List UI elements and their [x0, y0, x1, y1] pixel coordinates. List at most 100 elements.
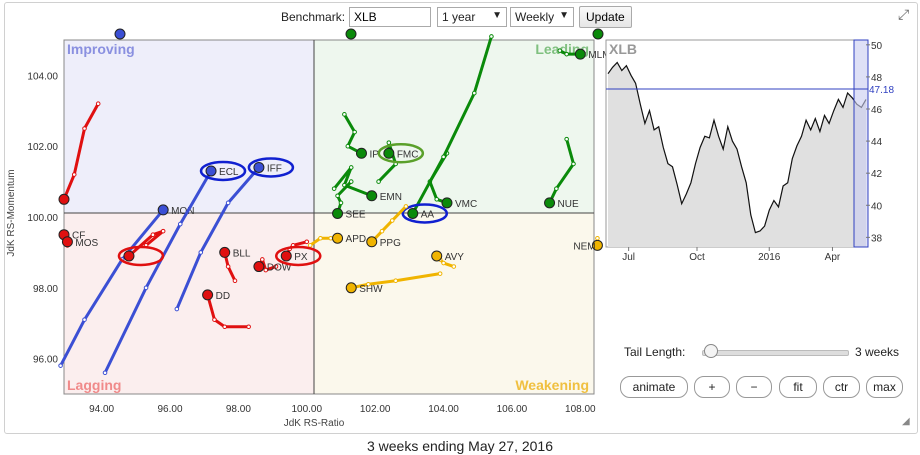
- head-marker[interactable]: [366, 190, 378, 202]
- tail-point: [82, 126, 87, 131]
- head-marker[interactable]: [202, 289, 214, 301]
- tail-length-slider-track[interactable]: [702, 350, 849, 356]
- tail-point: [331, 186, 337, 191]
- tail-shw[interactable]: SHW: [345, 271, 443, 295]
- tail-ip[interactable]: IP: [342, 112, 380, 161]
- tail-mos[interactable]: MOS: [61, 236, 99, 249]
- tail-unnamed[interactable]: [58, 101, 101, 205]
- tail-ppg[interactable]: PPG: [366, 204, 409, 249]
- frequency-select[interactable]: Weekly ▼: [510, 7, 574, 27]
- tail-px[interactable]: PX: [275, 239, 322, 267]
- tail-dd[interactable]: DD: [202, 289, 251, 330]
- expand-icon[interactable]: ⤢: [898, 6, 910, 22]
- tail-avy[interactable]: AVY: [431, 250, 465, 269]
- head-marker[interactable]: [123, 250, 135, 262]
- tail-point: [143, 285, 149, 291]
- animate-button[interactable]: animate: [620, 376, 688, 398]
- head-marker[interactable]: [253, 261, 265, 273]
- tail-point: [150, 232, 156, 237]
- price-y-tick-label: 40: [871, 201, 883, 212]
- head-marker[interactable]: [332, 207, 344, 219]
- tail-fmc[interactable]: FMC: [376, 140, 425, 184]
- symbol-label: DD: [216, 291, 230, 302]
- tail-mlm[interactable]: MLM: [557, 48, 611, 61]
- head-marker[interactable]: [574, 48, 586, 60]
- tail-line: [127, 229, 165, 258]
- tail-nue[interactable]: NUE: [544, 136, 579, 210]
- tail-point: [571, 161, 576, 167]
- frequency-value: Weekly: [515, 10, 555, 24]
- tail-point: [348, 165, 354, 170]
- tail-point: [554, 186, 559, 191]
- resize-handle-icon[interactable]: ◢: [902, 416, 910, 427]
- tail-line: [175, 165, 261, 311]
- tail-point: [489, 34, 494, 39]
- symbol-label: MLM: [588, 50, 610, 61]
- tail-point: [263, 267, 269, 273]
- head-marker[interactable]: [407, 207, 419, 219]
- tail-see[interactable]: SEE: [332, 179, 366, 221]
- head-marker[interactable]: [355, 147, 367, 159]
- tail-line: [332, 165, 374, 198]
- max-button[interactable]: max: [866, 376, 903, 398]
- update-button[interactable]: Update: [579, 6, 632, 28]
- tail-line: [548, 137, 575, 205]
- price-y-tick-label: 42: [871, 169, 883, 180]
- tail-point: [71, 172, 77, 177]
- tail-line: [370, 204, 408, 244]
- center-button[interactable]: ctr: [823, 376, 860, 398]
- tail-aa[interactable]: AA: [401, 34, 494, 224]
- head-marker[interactable]: [544, 197, 556, 209]
- price-y-tick-label: 50: [871, 41, 883, 52]
- head-marker[interactable]: [366, 236, 378, 248]
- head-marker[interactable]: [157, 204, 169, 216]
- head-marker[interactable]: [61, 236, 73, 248]
- fit-button[interactable]: fit: [779, 376, 817, 398]
- tail-iff[interactable]: IFF: [174, 157, 295, 312]
- head-marker[interactable]: [205, 165, 217, 177]
- head-marker[interactable]: [383, 147, 395, 159]
- y-tick-label: 98.00: [33, 284, 58, 295]
- tail-nem[interactable]: NEM: [573, 235, 603, 252]
- head-marker[interactable]: [332, 232, 344, 244]
- head-marker[interactable]: [431, 250, 443, 262]
- offscreen-marker: [114, 28, 126, 40]
- x-tick-label: 106.00: [497, 404, 528, 415]
- tail-point: [366, 281, 371, 287]
- tail-length-slider-thumb[interactable]: [704, 344, 718, 358]
- period-select[interactable]: 1 year ▼: [437, 7, 507, 27]
- tail-bll[interactable]: BLL: [219, 246, 251, 284]
- tail-unnamed[interactable]: [117, 228, 166, 267]
- tail-point: [451, 264, 457, 269]
- price-y-tick-label: 46: [871, 105, 883, 116]
- head-marker[interactable]: [345, 282, 357, 294]
- tail-length-value: 3 weeks: [855, 345, 900, 359]
- head-marker[interactable]: [58, 193, 70, 205]
- tail-point: [441, 260, 446, 266]
- benchmark-input[interactable]: [349, 7, 431, 27]
- head-marker[interactable]: [591, 239, 603, 251]
- tail-dow[interactable]: DOW: [253, 257, 292, 274]
- head-marker[interactable]: [441, 197, 453, 209]
- tail-point: [338, 200, 344, 206]
- price-y-tick-label: 44: [871, 137, 883, 148]
- head-marker[interactable]: [219, 246, 231, 258]
- tail-point: [564, 51, 569, 57]
- zoom-in-button[interactable]: +: [694, 376, 730, 398]
- head-marker[interactable]: [253, 161, 265, 173]
- price-line: [607, 61, 867, 234]
- highlight-ring: [247, 157, 295, 178]
- tail-point: [304, 239, 310, 245]
- head-marker[interactable]: [280, 250, 292, 262]
- zoom-out-button[interactable]: −: [736, 376, 772, 398]
- tail-line: [62, 102, 100, 201]
- tail-point: [335, 193, 340, 199]
- symbol-label: ECL: [219, 167, 239, 178]
- x-tick-label: 100.00: [291, 404, 322, 415]
- tail-point: [348, 179, 354, 184]
- x-tick-label: 104.00: [428, 404, 459, 415]
- tail-apd[interactable]: APD: [307, 232, 366, 248]
- tail-cf[interactable]: CF: [58, 229, 85, 242]
